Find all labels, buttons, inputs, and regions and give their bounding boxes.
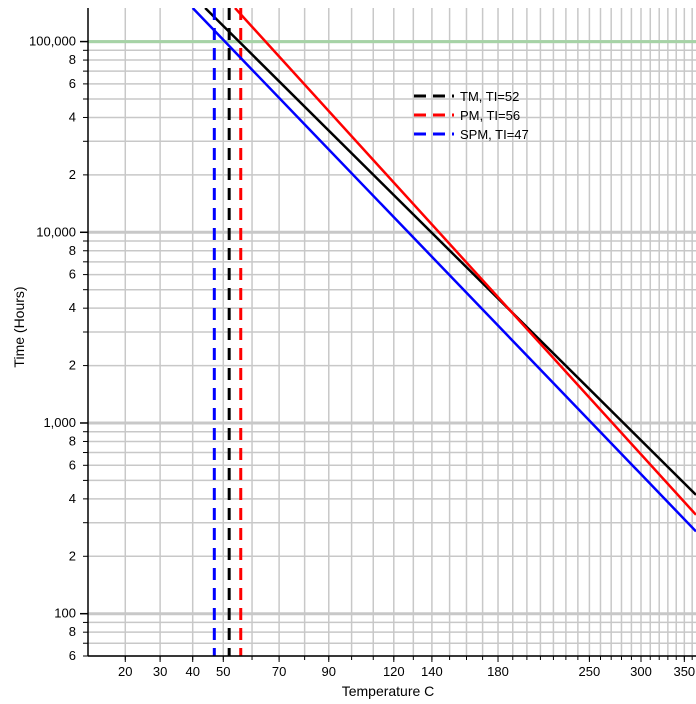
y-minor-tick-label: 4 [69, 491, 76, 506]
x-tick-label: 40 [185, 664, 199, 679]
x-tick-label: 140 [421, 664, 443, 679]
legend-label-1: PM, TI=56 [460, 108, 520, 123]
y-major-tick-label: 10,000 [36, 224, 76, 239]
y-minor-tick-label: 6 [69, 648, 76, 663]
x-tick-label: 70 [272, 664, 286, 679]
series-layer [191, 8, 696, 656]
legend: TM, TI=52 PM, TI=56 SPM, TI=47 [414, 89, 529, 142]
y-minor-tick-label: 2 [69, 358, 76, 373]
x-tick-label: 20 [118, 664, 132, 679]
y-minor-tick-label: 8 [69, 243, 76, 258]
x-tick-label: 180 [487, 664, 509, 679]
y-minor-tick-label: 8 [69, 624, 76, 639]
y-minor-tick-label: 6 [69, 76, 76, 91]
y-minor-tick-label: 4 [69, 300, 76, 315]
y-major-tick-label: 100,000 [29, 34, 76, 49]
y-minor-tick-label: 6 [69, 267, 76, 282]
series-line-0 [204, 8, 696, 496]
y-minor-tick-label: 2 [69, 548, 76, 563]
x-tick-label: 120 [383, 664, 405, 679]
grid [88, 8, 696, 657]
y-minor-tick-label: 6 [69, 457, 76, 472]
x-axis-title: Temperature C [342, 683, 435, 699]
x-tick-label: 350 [673, 664, 695, 679]
legend-label-0: TM, TI=52 [460, 89, 519, 104]
x-tick-label: 250 [579, 664, 601, 679]
y-minor-tick-label: 2 [69, 167, 76, 182]
x-tick-label: 30 [153, 664, 167, 679]
y-major-tick-label: 1,000 [43, 415, 76, 430]
legend-label-2: SPM, TI=47 [460, 127, 529, 142]
series-line-1 [234, 8, 696, 516]
y-axis-title: Time (Hours) [11, 286, 27, 367]
y-minor-tick-label: 4 [69, 109, 76, 124]
y-major-tick-label: 100 [54, 606, 76, 621]
y-minor-tick-label: 8 [69, 433, 76, 448]
y-minor-tick-label: 8 [69, 52, 76, 67]
axes: 20 30 40 50 70 90 120 140 180 250 300 350 100 1,000 10… [29, 8, 696, 679]
series-line-2 [191, 8, 696, 533]
x-tick-label: 300 [630, 664, 652, 679]
x-tick-label: 90 [322, 664, 336, 679]
x-tick-label: 50 [216, 664, 230, 679]
